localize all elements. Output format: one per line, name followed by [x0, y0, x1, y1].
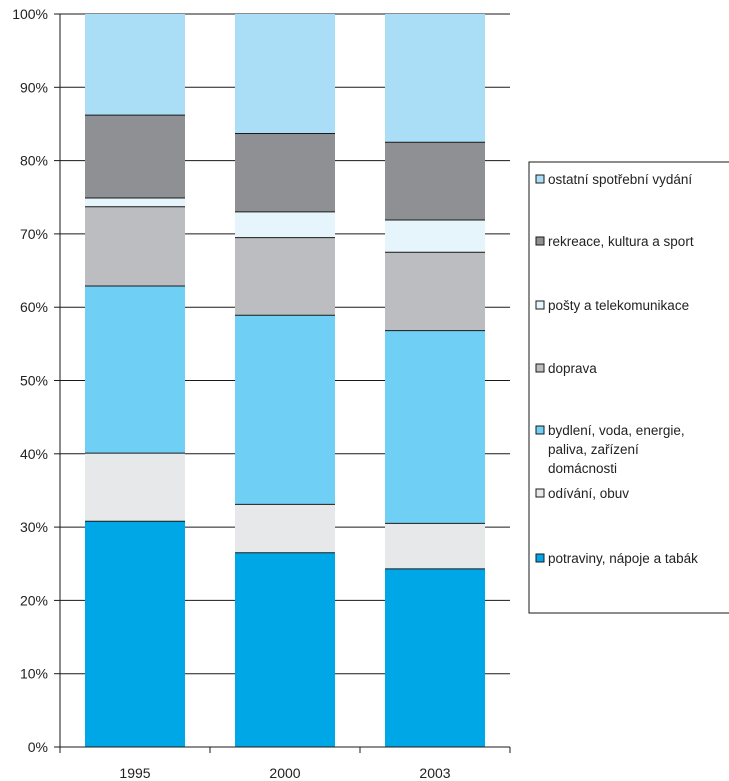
- y-tick-label: 40%: [20, 446, 48, 462]
- x-tick-label: 2003: [419, 765, 450, 781]
- y-tick-label: 0%: [28, 739, 48, 755]
- bar-segment: [85, 453, 185, 522]
- bar-segment: [85, 115, 185, 198]
- bar-segment: [235, 504, 335, 553]
- bar-segment: [85, 285, 185, 454]
- bar-segment: [235, 211, 335, 238]
- legend-swatch: [535, 300, 545, 310]
- x-tick-label: 1995: [119, 765, 150, 781]
- bars: [85, 14, 485, 747]
- y-tick-label: 10%: [20, 666, 48, 682]
- legend-swatch: [535, 174, 545, 184]
- legend-label: potraviny, nápoje a tabák: [548, 551, 698, 566]
- bar-segment: [85, 206, 185, 286]
- y-tick-label: 90%: [20, 79, 48, 95]
- legend-frame: [528, 161, 729, 614]
- legend: ostatní spotřební vydání rekreace, kultur…: [528, 161, 729, 614]
- bar-segment: [385, 523, 485, 569]
- bar-segment: [235, 552, 335, 747]
- bar-segment: [235, 133, 335, 212]
- legend-label: pošty a telekomunikace: [548, 298, 689, 313]
- bar-segment: [85, 14, 185, 116]
- bar-segment: [385, 330, 485, 524]
- legend-swatch: [535, 488, 545, 498]
- bar-segment: [385, 14, 485, 143]
- bar-segment: [235, 14, 335, 134]
- bar-segment: [385, 568, 485, 747]
- bar-segment: [385, 219, 485, 253]
- bar-segment: [235, 315, 335, 505]
- legend-label: ostatní spotřební vydání: [548, 172, 692, 187]
- legend-swatch: [535, 553, 545, 563]
- bar-segment: [85, 521, 185, 747]
- y-tick-label: 30%: [20, 519, 48, 535]
- legend-label: rekreace, kultura a sport: [548, 234, 694, 249]
- y-tick-label: 70%: [20, 226, 48, 242]
- x-tick-label: 2000: [269, 765, 300, 781]
- legend-label: bydlení, voda, energie, paliva, zařízení d…: [548, 423, 685, 476]
- y-tick-label: 60%: [20, 299, 48, 315]
- bar-segment: [385, 142, 485, 220]
- y-tick-label: 100%: [12, 6, 48, 22]
- legend-swatch: [535, 425, 545, 435]
- bar-segment: [235, 237, 335, 316]
- axes: 0% 10% 20% 30% 40% 50% 60% 70% 80% 90% 100% 1995 200…: [12, 6, 511, 781]
- legend-label: odívání, obuv: [548, 486, 629, 501]
- bar-segment: [85, 197, 185, 207]
- legend-swatch: [535, 363, 545, 373]
- legend-swatch: [535, 236, 545, 246]
- legend-label: doprava: [548, 361, 597, 376]
- y-tick-label: 20%: [20, 592, 48, 608]
- y-tick-label: 80%: [20, 153, 48, 169]
- y-tick-label: 50%: [20, 373, 48, 389]
- bar-segment: [385, 252, 485, 331]
